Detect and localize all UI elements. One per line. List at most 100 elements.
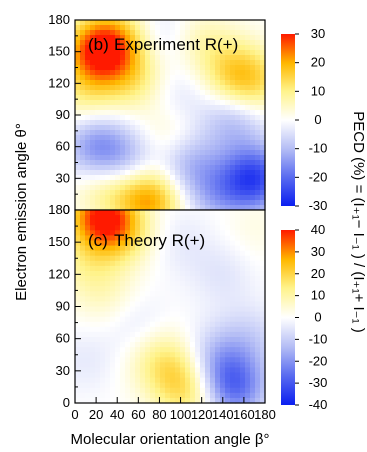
heatmap-cell <box>260 230 266 236</box>
heatmap-cell <box>225 255 231 262</box>
heatmap-cell <box>245 125 251 131</box>
heatmap-cell <box>180 45 186 51</box>
heatmap-cell <box>95 342 101 348</box>
heatmap-cell <box>100 230 106 236</box>
heatmap-cell <box>95 55 101 61</box>
heatmap-cell <box>145 195 151 201</box>
heatmap-cell <box>120 85 126 91</box>
heatmap-cell <box>135 150 141 156</box>
heatmap-cell <box>110 352 116 358</box>
heatmap-cell <box>120 352 126 358</box>
heatmap-cell <box>110 311 116 318</box>
heatmap-cell <box>170 387 176 394</box>
heatmap-cell <box>130 331 136 338</box>
heatmap-cell <box>255 311 261 318</box>
heatmap-cell <box>125 205 131 211</box>
heatmap-cell <box>155 20 161 26</box>
heatmap-cell <box>220 200 226 206</box>
heatmap-cell <box>195 331 201 338</box>
heatmap-cell <box>155 85 161 91</box>
heatmap-cell <box>135 190 141 196</box>
heatmap-cell <box>220 100 226 106</box>
heatmap-cell <box>85 220 91 226</box>
heatmap-cell <box>180 130 186 136</box>
heatmap-cell <box>250 336 256 343</box>
heatmap-cell <box>80 210 86 216</box>
heatmap-cell <box>165 225 171 231</box>
heatmap-cell <box>120 95 126 101</box>
heatmap-cell <box>95 276 101 282</box>
heatmap-cell <box>190 95 196 101</box>
heatmap-cell <box>255 225 261 231</box>
heatmap-cell <box>210 250 216 257</box>
heatmap-cell <box>165 276 171 282</box>
heatmap-cell <box>185 326 191 333</box>
heatmap-cell <box>135 276 141 282</box>
heatmap-cell <box>130 165 136 171</box>
heatmap-cell <box>180 306 186 313</box>
heatmap-cell <box>175 372 181 379</box>
heatmap-cell <box>210 347 216 353</box>
heatmap-cell <box>215 276 221 282</box>
heatmap-cell <box>120 195 126 201</box>
heatmap-cell <box>190 180 196 186</box>
heatmap-cell <box>230 306 236 313</box>
heatmap-cell <box>205 95 211 101</box>
x-tick-label: 160 <box>233 407 255 422</box>
heatmap-cell <box>180 95 186 101</box>
heatmap-cell <box>255 220 261 226</box>
heatmap-cell <box>120 45 126 51</box>
heatmap-cell <box>260 110 266 116</box>
heatmap-cell <box>140 240 146 247</box>
heatmap-cell <box>150 342 156 348</box>
heatmap-cell <box>195 80 201 86</box>
heatmap-cell <box>150 255 156 262</box>
heatmap-cell <box>120 175 126 181</box>
heatmap-cell <box>175 382 181 389</box>
heatmap-cell <box>215 180 221 186</box>
heatmap-cell <box>155 265 161 272</box>
heatmap-cell <box>115 270 121 277</box>
heatmap-cell <box>75 311 81 318</box>
heatmap-cell <box>115 372 121 379</box>
heatmap-cell <box>255 185 261 191</box>
heatmap-cell <box>150 125 156 131</box>
heatmap-cell <box>250 270 256 277</box>
heatmap-cell <box>180 170 186 176</box>
heatmap-cell <box>130 336 136 343</box>
heatmap-cell <box>155 342 161 348</box>
heatmap-cell <box>260 392 266 399</box>
heatmap-cell <box>170 50 176 56</box>
heatmap-cell <box>160 110 166 116</box>
heatmap-cell <box>80 100 86 106</box>
heatmap-cell <box>105 130 111 136</box>
heatmap-cell <box>195 265 201 272</box>
heatmap-cell <box>115 326 121 333</box>
heatmap-cell <box>195 215 201 221</box>
heatmap-cell <box>145 255 151 262</box>
heatmap-cell <box>150 286 156 292</box>
heatmap-cell <box>125 70 131 76</box>
heatmap-cell <box>200 75 206 81</box>
heatmap-cell <box>240 155 246 161</box>
heatmap-cell <box>110 342 116 348</box>
heatmap-cell <box>80 135 86 141</box>
heatmap-cell <box>85 352 91 358</box>
heatmap-cell <box>95 352 101 358</box>
heatmap-cell <box>145 250 151 257</box>
heatmap-cell <box>145 291 151 297</box>
heatmap-cell <box>180 336 186 343</box>
heatmap-cell <box>245 85 251 91</box>
heatmap-cell <box>155 60 161 66</box>
heatmap-cell <box>235 215 241 221</box>
heatmap-cell <box>175 235 181 242</box>
heatmap-cell <box>240 255 246 262</box>
heatmap-cell <box>235 35 241 41</box>
heatmap-cell <box>225 125 231 131</box>
heatmap-cell <box>195 382 201 389</box>
heatmap-cell <box>140 245 146 252</box>
heatmap-cell <box>235 367 241 374</box>
heatmap-cell <box>225 220 231 226</box>
heatmap-cell <box>125 160 131 166</box>
heatmap-cell <box>245 270 251 277</box>
